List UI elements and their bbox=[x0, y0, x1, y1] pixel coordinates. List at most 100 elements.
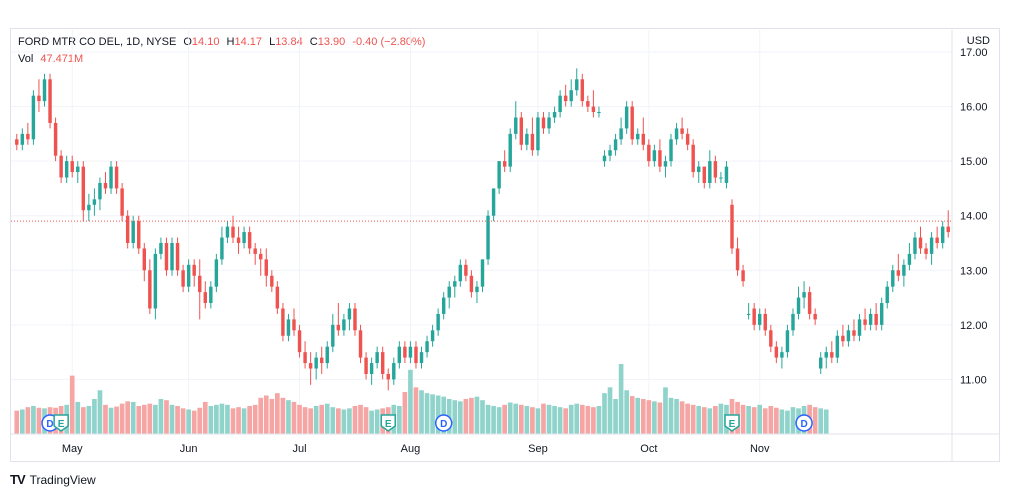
open-label: O bbox=[183, 36, 192, 48]
candle-body bbox=[270, 275, 274, 287]
volume-bar bbox=[374, 409, 380, 434]
candle-body bbox=[802, 292, 806, 298]
candle-body bbox=[868, 313, 873, 325]
earnings-marker-label: E bbox=[385, 419, 392, 430]
volume-bar bbox=[657, 402, 663, 434]
candle-body bbox=[303, 352, 307, 364]
volume-bar bbox=[718, 403, 724, 434]
candle-body bbox=[591, 106, 596, 113]
candle-body bbox=[231, 226, 235, 238]
volume-bar bbox=[591, 407, 596, 434]
volume-bar bbox=[324, 403, 330, 434]
candle-body bbox=[558, 95, 562, 113]
volume-bar bbox=[435, 395, 441, 434]
volume-bar bbox=[624, 390, 629, 434]
volume-bar bbox=[762, 408, 768, 434]
volume-bar bbox=[757, 404, 763, 434]
candle-body bbox=[569, 90, 573, 102]
tradingview-attribution[interactable]: TV TradingView bbox=[10, 472, 96, 487]
candle-body bbox=[896, 270, 901, 276]
candle-body bbox=[53, 122, 58, 156]
volume-bar bbox=[507, 402, 513, 434]
volume-bar bbox=[491, 406, 496, 434]
volume-bar bbox=[457, 401, 463, 434]
candle-body bbox=[397, 346, 402, 364]
x-tick-label: Aug bbox=[401, 443, 421, 455]
candle-body bbox=[15, 139, 19, 145]
volume-bar bbox=[585, 406, 591, 434]
candle-body bbox=[796, 297, 801, 314]
y-tick-label: 16.00 bbox=[960, 102, 988, 114]
candle-body bbox=[414, 346, 418, 364]
dividend-marker bbox=[434, 414, 453, 432]
volume-bar bbox=[119, 403, 125, 434]
candle-body bbox=[807, 292, 812, 314]
candle-body bbox=[114, 166, 119, 189]
candle-body bbox=[253, 248, 257, 254]
volume-bar bbox=[191, 410, 197, 434]
volume-bar bbox=[263, 395, 269, 434]
volume-bar bbox=[153, 404, 158, 434]
volume-bar bbox=[208, 406, 214, 434]
candle-body bbox=[763, 313, 767, 331]
candle-body bbox=[830, 352, 834, 358]
volume-bar bbox=[180, 408, 186, 434]
candle-body bbox=[170, 243, 174, 271]
candle-body bbox=[552, 112, 557, 118]
candle-body bbox=[148, 270, 152, 309]
volume-bar bbox=[823, 409, 829, 434]
candle-body bbox=[658, 150, 662, 167]
y-tick-label: 11.00 bbox=[960, 374, 987, 386]
volume-bar bbox=[75, 401, 81, 434]
volume-bar bbox=[618, 364, 624, 434]
dividend-marker bbox=[795, 414, 813, 432]
price-axis-currency[interactable]: USD bbox=[966, 35, 990, 47]
volume-bar bbox=[130, 401, 136, 434]
candle-body bbox=[386, 373, 390, 380]
candle-body bbox=[713, 161, 718, 178]
volume-bar bbox=[158, 399, 164, 434]
candle-body bbox=[259, 253, 263, 260]
candle-body bbox=[785, 330, 790, 353]
dividend-marker-label: D bbox=[46, 419, 53, 430]
candle-body bbox=[824, 352, 828, 358]
volume-bar bbox=[164, 400, 169, 434]
volume-bar bbox=[485, 404, 491, 434]
volume-bar bbox=[640, 399, 646, 434]
candle-body bbox=[752, 308, 756, 325]
volume-bar bbox=[97, 390, 103, 434]
volume-bar bbox=[568, 404, 574, 434]
candle-body bbox=[247, 232, 252, 249]
volume-bar bbox=[768, 406, 774, 434]
candle-body bbox=[225, 226, 230, 238]
candle-body bbox=[37, 95, 41, 102]
candle-body bbox=[347, 308, 352, 320]
volume-bar bbox=[280, 397, 286, 434]
volume-bar bbox=[646, 400, 652, 434]
candle-body bbox=[818, 357, 823, 369]
candle-body bbox=[441, 297, 446, 314]
candle-body bbox=[159, 243, 163, 254]
volume-bar bbox=[707, 408, 713, 434]
candle-body bbox=[641, 133, 646, 145]
volume-bar bbox=[419, 390, 424, 434]
candle-body bbox=[469, 275, 474, 293]
symbol-label[interactable]: FORD MTR CO DEL, 1D, NYSE bbox=[18, 36, 177, 48]
candle-body bbox=[780, 352, 784, 358]
candle-body bbox=[702, 166, 706, 183]
volume-bar bbox=[563, 408, 568, 434]
high-value: 14.17 bbox=[234, 36, 262, 48]
earnings-marker bbox=[380, 414, 396, 432]
candle-body bbox=[907, 253, 912, 265]
volume-bar bbox=[369, 410, 374, 434]
volume-bar bbox=[286, 400, 291, 434]
volume-bar bbox=[225, 404, 230, 434]
volume-bar bbox=[557, 407, 563, 434]
ohlc-legend: FORD MTR CO DEL, 1D, NYSE O14.10 H14.17 … bbox=[18, 36, 425, 48]
candle-body bbox=[935, 237, 939, 243]
candle-body bbox=[297, 330, 302, 353]
candle-body bbox=[902, 264, 906, 276]
candle-body bbox=[375, 352, 379, 364]
candle-body bbox=[242, 232, 246, 243]
